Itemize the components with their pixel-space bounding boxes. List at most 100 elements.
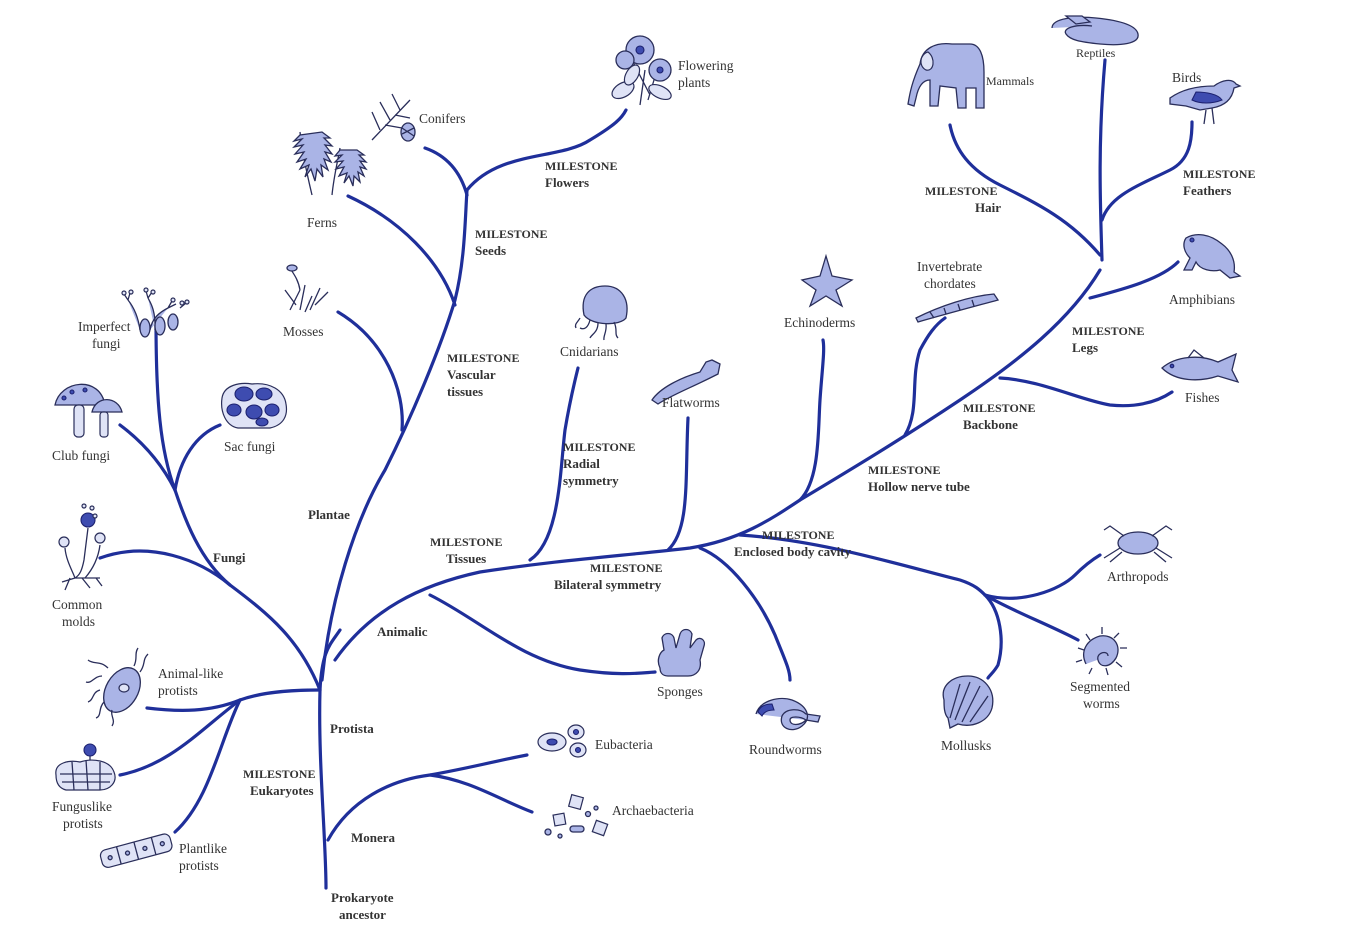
conifers-icon [371, 93, 416, 142]
birds-icon [1169, 79, 1242, 125]
plantlike-protist-branch [173, 698, 242, 834]
amphibians-branch [1088, 260, 1180, 300]
archaebacteria-label: Archaebacteria [612, 803, 694, 818]
sac-fungi-label: Sac fungi [224, 439, 276, 454]
imperfect-fungi-branch [154, 318, 177, 492]
echinoderms-branch [798, 338, 826, 502]
reptiles-label: Reptiles [1076, 46, 1116, 60]
flatworms-label: Flatworms [662, 395, 720, 410]
milestone-seeds: MILESTONE Seeds [475, 226, 551, 258]
imperfect-fungi-label: Imperfect fungi [78, 319, 134, 351]
invertebrate-chordates-branch [903, 316, 947, 437]
protista-branch [238, 688, 322, 702]
milestone-eukaryotes: MILESTONE Eukaryotes [243, 766, 319, 798]
mollusks-branch [983, 593, 1003, 680]
echinoderms-label: Echinoderms [784, 315, 855, 330]
common-molds-label: Common molds [52, 597, 106, 629]
archaebacteria-icon [544, 793, 609, 839]
icons [54, 15, 1242, 868]
segmented-worms-icon [1075, 627, 1127, 676]
ferns-icon [291, 131, 368, 196]
imperfect-fungi-icon [121, 287, 190, 338]
eubacteria-label: Eubacteria [595, 737, 653, 752]
animal-like-protists-icon [85, 647, 149, 727]
funguslike-protists-label: Funguslike protists [52, 799, 115, 831]
flowering-branch [465, 108, 628, 192]
milestone-bilateral: MILESTONE Bilateral symmetry [554, 560, 666, 592]
mammals-icon [907, 42, 985, 109]
cnidarians-icon [574, 285, 628, 341]
milestone-body-cavity: MILESTONE Enclosed body cavity [734, 527, 852, 559]
milestone-vascular: MILESTONE Vascular tissues [447, 350, 523, 399]
sponges-icon [657, 628, 706, 677]
arthropods-branch [983, 553, 1102, 600]
sac-fungi-branch [173, 423, 222, 492]
trunk-branch [318, 628, 342, 890]
flowering-plants-label: Flowering plants [678, 58, 737, 90]
cnidarians-label: Cnidarians [560, 344, 619, 359]
reptiles-branch [1098, 58, 1107, 262]
fungi-group-label: Fungi [213, 550, 246, 565]
ancestor-label: Prokaryote ancestor [331, 890, 397, 922]
invertebrate-chordates-icon [915, 293, 1000, 323]
fishes-icon [1161, 349, 1240, 384]
conifers-label: Conifers [419, 111, 466, 126]
sac-fungi-icon [221, 382, 288, 429]
roundworms-branch [698, 546, 792, 682]
monera-group-label: Monera [351, 830, 396, 845]
ferns-branch [346, 194, 457, 307]
birds-label: Birds [1172, 70, 1201, 85]
mammals-branch [948, 123, 1102, 257]
sponges-branch [428, 593, 657, 676]
milestone-feathers: MILESTONE Feathers [1183, 166, 1259, 198]
club-fungi-label: Club fungi [52, 448, 110, 463]
mollusks-label: Mollusks [941, 738, 991, 753]
funguslike-protists-icon [55, 743, 116, 791]
milestone-tissues: MILESTONE Tissues [430, 534, 506, 566]
sponges-label: Sponges [657, 684, 703, 699]
mammals-label: Mammals [986, 74, 1034, 88]
milestone-hair: MILESTONE Hair [925, 183, 1001, 215]
flatworms-icon [651, 359, 721, 405]
milestone-nerve-tube: MILESTONE Hollow nerve tube [868, 462, 970, 494]
animal-like-protists-label: Animal-like protists [158, 666, 227, 698]
conifers-branch [423, 146, 469, 197]
molds-branch [98, 549, 232, 587]
mollusks-icon [942, 675, 994, 729]
milestone-flowers: MILESTONE Flowers [545, 158, 621, 190]
arthropods-label: Arthropods [1107, 569, 1169, 584]
cnidarians-branch [528, 366, 580, 562]
funguslike-protist-branch [118, 698, 242, 777]
invertebrate-chordates-label: Invertebrate chordates [917, 259, 986, 291]
segmented-worms-label: Segmented worms [1070, 679, 1133, 711]
birds-branch [1100, 120, 1194, 222]
plantlike-protists-label: Plantlike protists [179, 841, 230, 873]
plantae-branch [320, 188, 469, 682]
amphibians-icon [1182, 233, 1242, 279]
protista-group-label: Protista [330, 721, 374, 736]
plantlike-protists-icon [99, 833, 173, 868]
common-molds-icon [58, 503, 106, 591]
mosses-branch [336, 310, 404, 432]
mosses-label: Mosses [283, 324, 324, 339]
milestone-legs: MILESTONE Legs [1072, 323, 1148, 355]
animalia-branch [333, 268, 1102, 662]
fishes-branch [998, 376, 1174, 408]
reptiles-icon [1051, 15, 1139, 46]
segmented-worms-branch [983, 593, 1080, 642]
group-labels: Fungi Plantae Animalic Protista Monera P… [213, 507, 428, 922]
animal-protist-branch [145, 698, 242, 712]
fungi-branch [173, 488, 322, 692]
milestone-labels: MILESTONE Flowers MILESTONE Seeds MILEST… [243, 158, 1259, 798]
roundworms-icon [755, 697, 821, 731]
arthropods-icon [1103, 525, 1173, 563]
protostome-branch [738, 533, 987, 597]
mosses-icon [284, 264, 329, 313]
ferns-label: Ferns [307, 215, 337, 230]
archaebacteria-branch [428, 773, 534, 814]
amphibians-label: Amphibians [1169, 292, 1235, 307]
flatworms-branch [666, 416, 690, 552]
organism-labels: Flowering plants Conifers Ferns Mosses I… [52, 46, 1235, 873]
roundworms-label: Roundworms [749, 742, 822, 757]
